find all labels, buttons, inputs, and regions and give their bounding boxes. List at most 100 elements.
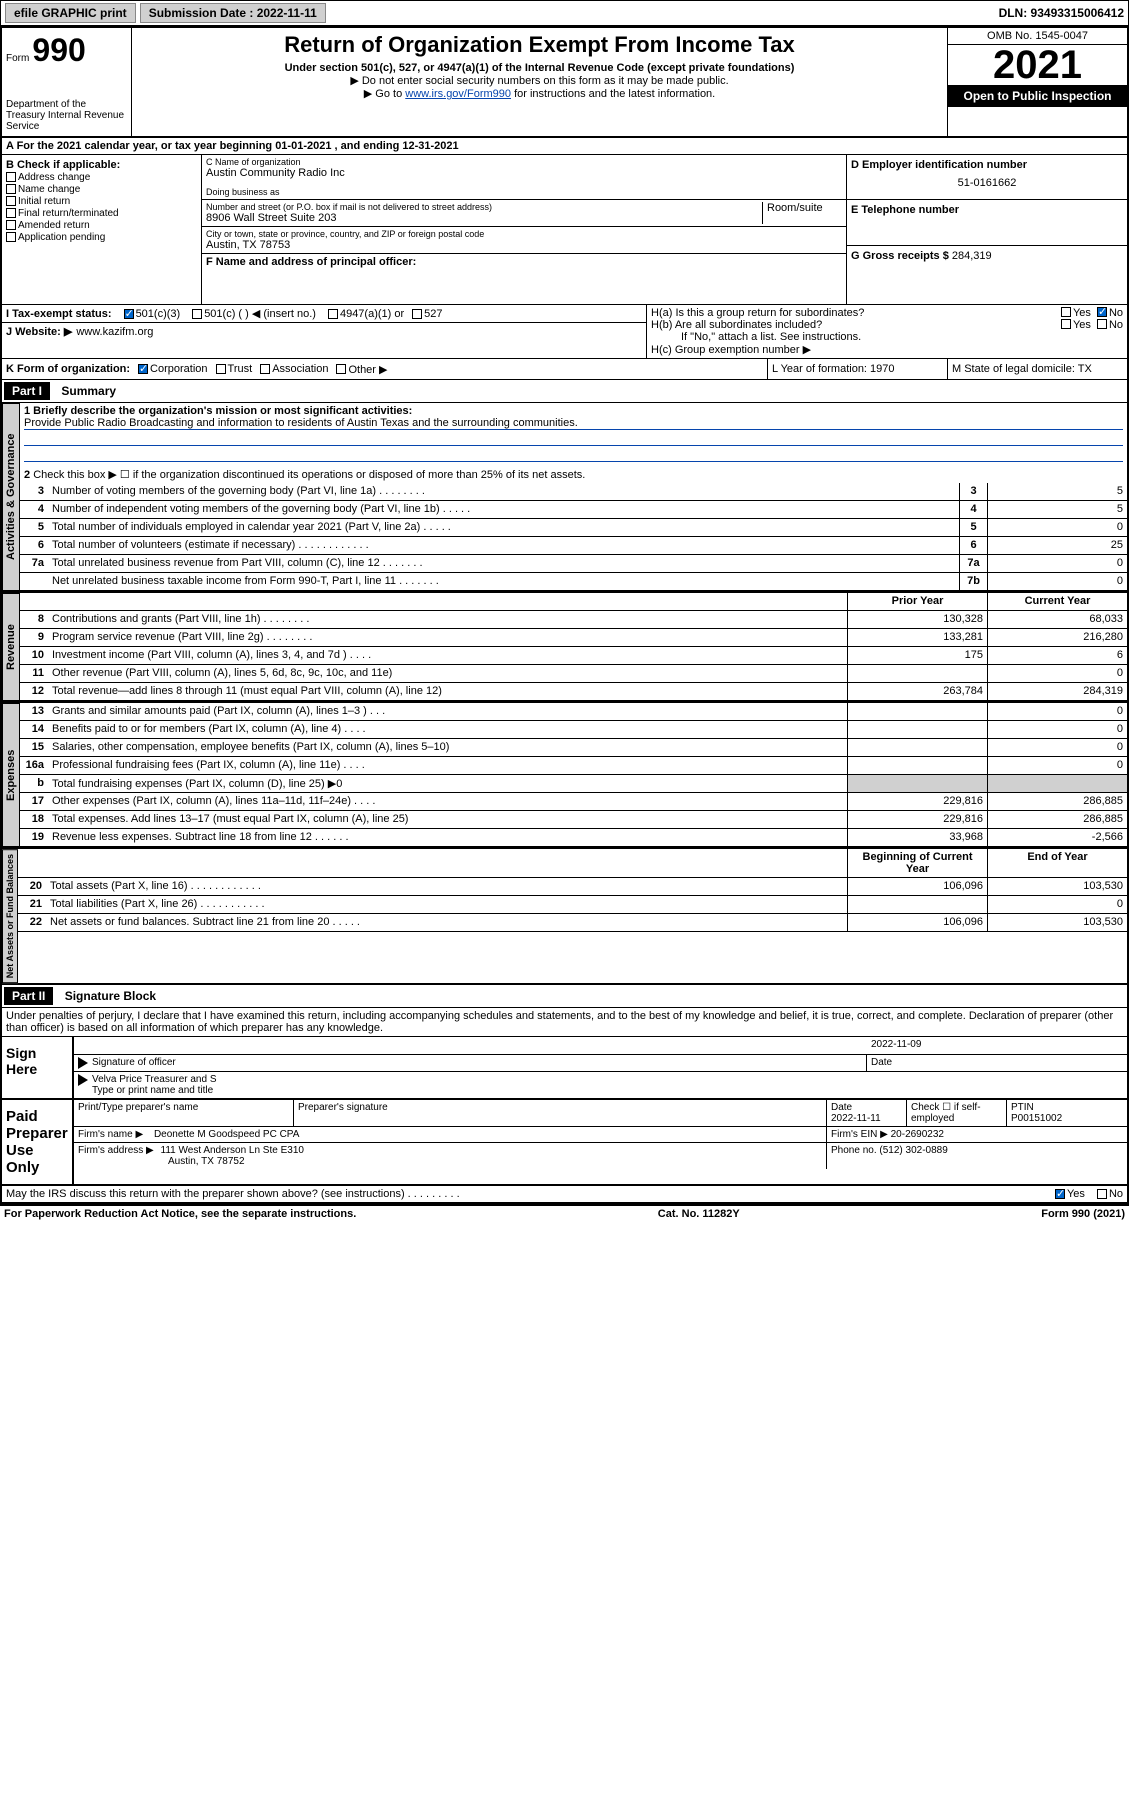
row-l: L Year of formation: 1970 xyxy=(767,359,947,379)
table-row: 22Net assets or fund balances. Subtract … xyxy=(18,914,1127,932)
ha-no: No xyxy=(1109,307,1123,319)
row-a-text: A For the 2021 calendar year, or tax yea… xyxy=(6,140,459,152)
org-info-row: B Check if applicable: Address change Na… xyxy=(2,155,1127,305)
chk-501c[interactable] xyxy=(192,309,202,319)
opt-527: 527 xyxy=(424,308,442,320)
paid-preparer-label: Paid Preparer Use Only xyxy=(2,1100,72,1184)
table-row: 3Number of voting members of the governi… xyxy=(20,483,1127,501)
opt-4947: 4947(a)(1) or xyxy=(340,308,404,320)
org-name: Austin Community Radio Inc xyxy=(206,167,842,179)
table-row: 21Total liabilities (Part X, line 26) . … xyxy=(18,896,1127,914)
col-c-org: C Name of organization Austin Community … xyxy=(202,155,847,304)
row-a-tax-year: A For the 2021 calendar year, or tax yea… xyxy=(2,138,1127,155)
chk-initial-return[interactable]: Initial return xyxy=(6,196,197,207)
table-row: 18Total expenses. Add lines 13–17 (must … xyxy=(20,811,1127,829)
dba-label: Doing business as xyxy=(206,187,842,197)
chk-hb-yes[interactable] xyxy=(1061,319,1071,329)
firm-name: Deonette M Goodspeed PC CPA xyxy=(154,1129,299,1140)
hb-label: H(b) Are all subordinates included? xyxy=(651,319,1061,331)
tab-expenses: Expenses xyxy=(2,703,20,847)
hb-note: If "No," attach a list. See instructions… xyxy=(651,331,1123,343)
sign-here-section: Sign Here 2022-11-09 Signature of office… xyxy=(2,1037,1127,1100)
col-b-header: B Check if applicable: xyxy=(6,159,197,171)
paid-preparer-section: Paid Preparer Use Only Print/Type prepar… xyxy=(2,1100,1127,1186)
efile-print-button[interactable]: efile GRAPHIC print xyxy=(5,3,136,23)
row-i: I Tax-exempt status: 501(c)(3) 501(c) ( … xyxy=(2,305,646,322)
chk-4947[interactable] xyxy=(328,309,338,319)
tab-revenue: Revenue xyxy=(2,593,20,701)
officer-name: Velva Price Treasurer and S xyxy=(92,1074,1123,1085)
form-main: Form 990 Department of the Treasury Inte… xyxy=(0,26,1129,1206)
prior-year-hdr: Prior Year xyxy=(847,593,987,610)
chk-final-return[interactable]: Final return/terminated xyxy=(6,208,197,219)
row-j: J Website: ▶ www.kazifm.org xyxy=(2,322,646,340)
table-row: 12Total revenue—add lines 8 through 11 (… xyxy=(20,683,1127,701)
hb-no: No xyxy=(1109,319,1123,331)
ptin-val: P00151002 xyxy=(1011,1113,1123,1124)
chk-hb-no[interactable] xyxy=(1097,319,1107,329)
firm-ein-label: Firm's EIN ▶ xyxy=(831,1129,888,1140)
title-cell: Return of Organization Exempt From Incom… xyxy=(132,28,947,136)
declaration-text: Under penalties of perjury, I declare th… xyxy=(2,1008,1127,1037)
city-text: Austin, TX 78753 xyxy=(206,239,842,251)
chk-discuss-yes[interactable] xyxy=(1055,1189,1065,1199)
address-row: Number and street (or P.O. box if mail i… xyxy=(202,200,846,227)
table-row: Net unrelated business taxable income fr… xyxy=(20,573,1127,591)
chk-address-change[interactable]: Address change xyxy=(6,172,197,183)
website-link[interactable]: www.kazifm.org xyxy=(76,326,153,338)
chk-name-change[interactable]: Name change xyxy=(6,184,197,195)
row-ha: H(a) Is this a group return for subordin… xyxy=(651,307,1123,319)
page-footer: For Paperwork Reduction Act Notice, see … xyxy=(0,1206,1129,1222)
form-header: Form 990 Department of the Treasury Inte… xyxy=(2,28,1127,138)
table-row: 20Total assets (Part X, line 16) . . . .… xyxy=(18,878,1127,896)
chk-ha-yes[interactable] xyxy=(1061,307,1071,317)
subtitle-2: ▶ Do not enter social security numbers o… xyxy=(136,74,943,87)
chk-discuss-no[interactable] xyxy=(1097,1189,1107,1199)
chk-trust[interactable] xyxy=(216,364,226,374)
city-row: City or town, state or province, country… xyxy=(202,227,846,254)
city-label: City or town, state or province, country… xyxy=(206,229,842,239)
chk-assoc[interactable] xyxy=(260,364,270,374)
tel-label: E Telephone number xyxy=(851,204,959,216)
form990-link[interactable]: www.irs.gov/Form990 xyxy=(405,88,511,100)
sub3-pre: ▶ Go to xyxy=(364,88,405,100)
subtitle-1: Under section 501(c), 527, or 4947(a)(1)… xyxy=(136,62,943,74)
col-b-checkboxes: B Check if applicable: Address change Na… xyxy=(2,155,202,304)
table-row: 13Grants and similar amounts paid (Part … xyxy=(20,703,1127,721)
top-bar: efile GRAPHIC print Submission Date : 20… xyxy=(0,0,1129,26)
discuss-no: No xyxy=(1109,1188,1123,1200)
room-label: Room/suite xyxy=(762,202,842,224)
tax-year: 2021 xyxy=(948,45,1127,85)
addr-label: Number and street (or P.O. box if mail i… xyxy=(206,202,762,212)
form-number-cell: Form 990 Department of the Treasury Inte… xyxy=(2,28,132,136)
firm-city: Austin, TX 78752 xyxy=(78,1156,822,1167)
sub3-post: for instructions and the latest informat… xyxy=(511,88,715,100)
chk-other[interactable] xyxy=(336,364,346,374)
mission-block: 1 Briefly describe the organization's mi… xyxy=(20,403,1127,466)
part2-header: Part II Signature Block xyxy=(2,985,1127,1008)
mission-line-3 xyxy=(24,448,1123,462)
ha-label: H(a) Is this a group return for subordin… xyxy=(651,307,1061,319)
hb-yes: Yes xyxy=(1073,319,1091,331)
part2-title: Signature Block xyxy=(57,989,156,1003)
year-cell: OMB No. 1545-0047 2021 Open to Public In… xyxy=(947,28,1127,136)
addr-text: 8906 Wall Street Suite 203 xyxy=(206,212,762,224)
subtitle-3: ▶ Go to www.irs.gov/Form990 for instruct… xyxy=(136,87,943,100)
tab-governance: Activities & Governance xyxy=(2,403,20,591)
chk-amended-return[interactable]: Amended return xyxy=(6,220,197,231)
sig-officer-label: Signature of officer xyxy=(88,1055,867,1071)
mission-label: 1 Briefly describe the organization's mi… xyxy=(24,405,1123,417)
chk-ha-no[interactable] xyxy=(1097,307,1107,317)
chk-corp[interactable] xyxy=(138,364,148,374)
beginning-year-hdr: Beginning of Current Year xyxy=(847,849,987,877)
preparer-date-hdr: Date xyxy=(831,1102,902,1113)
chk-527[interactable] xyxy=(412,309,422,319)
table-row: 7aTotal unrelated business revenue from … xyxy=(20,555,1127,573)
chk-application-pending[interactable]: Application pending xyxy=(6,232,197,243)
part1-header: Part I Summary xyxy=(2,380,1127,403)
self-employed-chk[interactable]: Check ☐ if self-employed xyxy=(907,1100,1007,1126)
submission-date-button[interactable]: Submission Date : 2022-11-11 xyxy=(140,3,326,23)
chk-501c3[interactable] xyxy=(124,309,134,319)
table-row: bTotal fundraising expenses (Part IX, co… xyxy=(20,775,1127,793)
part1-badge: Part I xyxy=(4,382,50,400)
